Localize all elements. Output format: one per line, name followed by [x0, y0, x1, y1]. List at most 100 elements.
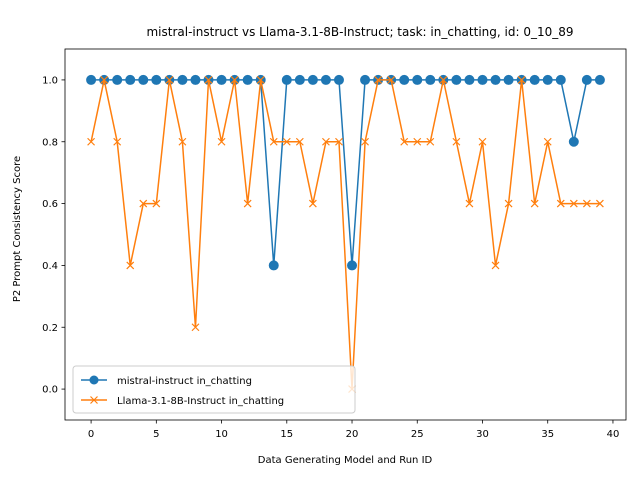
data-point [478, 137, 487, 146]
x-axis: 0 5 10 15 20 25 30 35 40 [88, 420, 619, 440]
data-point [281, 74, 292, 85]
data-point [451, 74, 462, 85]
data-point [295, 137, 304, 146]
data-point [582, 199, 591, 208]
y-axis-label: P2 Prompt Consistency Score [12, 156, 23, 302]
data-point [529, 74, 540, 85]
data-point [542, 74, 553, 85]
data-point [333, 74, 344, 85]
data-point [112, 74, 123, 85]
data-point [569, 199, 578, 208]
data-point [568, 136, 579, 147]
data-point [190, 74, 201, 85]
data-point [412, 74, 423, 85]
data-point [294, 74, 305, 85]
data-point [307, 74, 318, 85]
data-point [387, 75, 396, 84]
x-tick-label: 30 [476, 429, 489, 440]
data-point [425, 74, 436, 85]
data-point [126, 261, 135, 270]
data-point [87, 137, 96, 146]
data-point [178, 137, 187, 146]
data-point [86, 74, 97, 85]
data-point [152, 199, 161, 208]
data-point [230, 75, 239, 84]
data-point [477, 74, 488, 85]
data-point [530, 199, 539, 208]
data-point [151, 74, 162, 85]
data-point [594, 74, 605, 85]
y-tick-label: 0.4 [42, 261, 58, 272]
y-axis: 0.0 0.2 0.4 0.6 0.8 1.0 [42, 75, 65, 396]
data-point [581, 74, 592, 85]
x-tick-label: 35 [541, 429, 554, 440]
legend-frame [72, 365, 356, 414]
legend-marker [90, 396, 98, 404]
data-point [204, 75, 213, 84]
data-point [243, 199, 252, 208]
plot-frame [64, 48, 627, 421]
data-point [555, 74, 566, 85]
data-point [335, 137, 343, 146]
x-tick-label: 0 [88, 429, 94, 440]
y-tick-label: 1.0 [42, 75, 58, 86]
y-tick-label: 0.2 [42, 323, 58, 334]
x-tick-label: 10 [215, 429, 228, 440]
y-tick-label: 0.0 [42, 385, 58, 396]
data-point [490, 74, 501, 85]
data-point [322, 137, 330, 146]
legend: mistral-instruct in_chatting Llama-3.1-8B… [72, 365, 356, 414]
data-point [452, 137, 461, 146]
series-line [91, 79, 600, 267]
legend-label: Llama-3.1-8B-Instruct in_chatting [117, 396, 284, 407]
data-point [543, 137, 552, 146]
data-point [256, 75, 265, 84]
y-tick-label: 0.8 [42, 137, 58, 148]
data-point [503, 74, 514, 85]
data-point [439, 75, 448, 84]
y-tick-label: 0.6 [42, 199, 58, 210]
data-point [347, 260, 358, 271]
data-point [374, 75, 383, 84]
series-line [90, 79, 600, 390]
data-point [504, 199, 513, 208]
legend-marker [89, 375, 99, 385]
data-point [269, 137, 278, 146]
data-point [360, 74, 371, 85]
data-point [426, 137, 435, 146]
x-tick-label: 25 [411, 429, 424, 440]
data-point [413, 137, 422, 146]
data-point [165, 75, 174, 84]
x-tick-label: 5 [153, 429, 159, 440]
data-point [464, 74, 475, 85]
data-point [517, 75, 526, 84]
data-point [139, 199, 148, 208]
data-point [177, 74, 188, 85]
data-point [491, 261, 500, 270]
plot-area [64, 48, 627, 421]
data-point [399, 74, 410, 85]
data-point [268, 260, 279, 271]
x-axis-label: Data Generating Model and Run ID [258, 455, 433, 466]
data-point [125, 74, 136, 85]
data-point [556, 199, 565, 208]
x-tick-label: 40 [607, 429, 620, 440]
data-point [308, 199, 317, 208]
data-point [465, 199, 474, 208]
x-tick-label: 15 [280, 429, 293, 440]
data-point [242, 74, 253, 85]
data-point [400, 137, 409, 146]
data-point [191, 323, 200, 332]
data-point [216, 74, 227, 85]
chart-title: mistral-instruct vs Llama-3.1-8B-Instruc… [146, 25, 573, 39]
data-point [320, 74, 331, 85]
legend-label: mistral-instruct in_chatting [117, 376, 252, 387]
data-point [595, 199, 604, 208]
data-point [217, 137, 226, 146]
data-point [282, 137, 291, 146]
data-point [100, 75, 109, 84]
data-point [113, 137, 122, 146]
x-tick-label: 20 [346, 429, 359, 440]
data-point [138, 74, 149, 85]
